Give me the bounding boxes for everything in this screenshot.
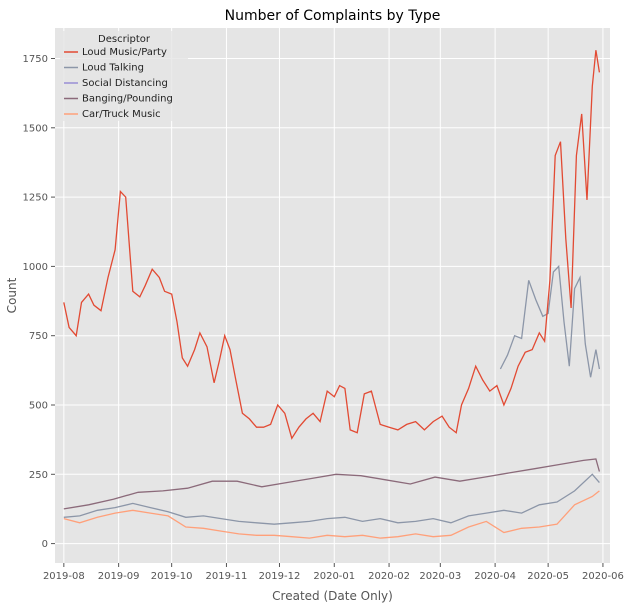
x-tick-label: 2019-12 — [259, 571, 301, 582]
y-tick-label: 0 — [42, 539, 48, 550]
x-tick-label: 2020-02 — [368, 571, 410, 582]
series-line-car-truck-music — [63, 473, 600, 525]
legend-label: Social Distancing — [82, 78, 168, 89]
x-tick-label: 2020-03 — [419, 571, 461, 582]
y-tick-label: 1750 — [23, 54, 48, 65]
series-line-banging-pounding — [63, 458, 601, 510]
legend-label: Banging/Pounding — [82, 94, 173, 105]
y-tick-label: 1250 — [23, 193, 48, 204]
y-axis-ticks: 0 250 500 750 1000 1250 1500 1750 — [23, 54, 55, 550]
y-tick-label: 250 — [29, 470, 48, 481]
legend-box — [60, 31, 188, 121]
x-tick-label: 2020-01 — [313, 571, 355, 582]
series-line-social-distancing — [499, 264, 601, 378]
x-axis-ticks: 2019-08 2019-09 2019-10 2019-11 2019-12 2020-… — [43, 563, 624, 582]
chart-title: Number of Complaints by Type — [225, 8, 441, 24]
series-layer — [63, 50, 601, 539]
x-tick-label: 2019-08 — [43, 571, 85, 582]
series-line-car-truck-orange — [63, 490, 600, 539]
y-tick-label: 750 — [29, 331, 48, 342]
legend-title: Descriptor — [98, 34, 151, 45]
series-line-loud-music-party — [63, 50, 601, 440]
y-tick-label: 500 — [29, 400, 48, 411]
y-tick-label: 1000 — [23, 262, 48, 273]
x-tick-label: 2020-06 — [582, 571, 624, 582]
x-tick-label: 2020-04 — [474, 571, 516, 582]
x-tick-label: 2019-10 — [151, 571, 193, 582]
legend-items: Loud Music/Party Loud Talking Social Dista… — [64, 47, 173, 120]
legend-label: Loud Talking — [82, 63, 144, 74]
legend-label: Car/Truck Music — [82, 109, 161, 120]
x-tick-label: 2020-05 — [527, 571, 569, 582]
legend: Descriptor Loud Music/Party Loud Talking S… — [60, 31, 188, 121]
legend-label: Loud Music/Party — [82, 47, 167, 58]
y-tick-label: 1500 — [23, 123, 48, 134]
x-tick-label: 2019-11 — [206, 571, 248, 582]
y-axis-label: Count — [5, 277, 19, 313]
x-axis-label: Created (Date Only) — [272, 589, 393, 603]
x-tick-label: 2019-09 — [98, 571, 140, 582]
